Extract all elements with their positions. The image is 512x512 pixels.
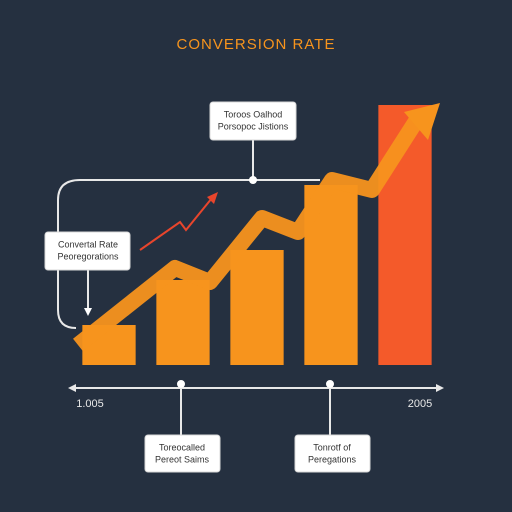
axis-arrow (68, 384, 76, 392)
callout-text: Tonrotf of (313, 442, 351, 452)
callout-box (294, 434, 371, 473)
dot (177, 380, 185, 388)
bars (82, 105, 432, 365)
bar (230, 250, 284, 365)
dot (326, 380, 334, 388)
connector (57, 179, 320, 329)
axis-end-label: 1.005 (76, 398, 104, 410)
arrowhead (84, 308, 92, 316)
dot (249, 176, 257, 184)
callout-box (44, 231, 131, 271)
chart-title: CONVERSION RATE (177, 36, 336, 53)
callout-text: Peregations (308, 454, 357, 464)
trend-arrowhead (404, 103, 440, 140)
callout-text: Porsopoc Jistions (218, 121, 289, 131)
callout-text: Peoregorations (57, 251, 119, 261)
axis-end-label: 2005 (408, 398, 432, 410)
small-arrowhead (207, 192, 218, 204)
callout-text: Toroos Oalhod (224, 109, 283, 119)
callout-box (209, 101, 297, 141)
callout-text: Pereot Saims (155, 454, 210, 464)
small-arrow (139, 197, 213, 251)
trend-line (73, 113, 425, 352)
callout-text: Toreocalled (159, 442, 205, 452)
axis-arrow (436, 384, 444, 392)
bar (156, 280, 210, 365)
callout-text: Convertal Rate (58, 239, 118, 249)
callout-box (144, 434, 221, 473)
